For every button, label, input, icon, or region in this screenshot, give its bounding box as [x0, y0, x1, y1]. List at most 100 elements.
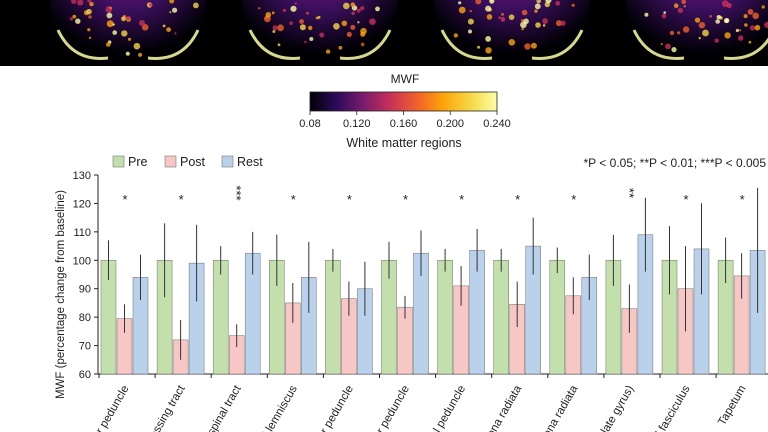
brain-slice-speckle [360, 31, 366, 37]
brain-slice-speckle [87, 0, 92, 3]
brain-slice-speckle [169, 11, 172, 14]
bar-group: ** ngulate gyrus) [590, 188, 654, 432]
brain-slice-speckle [193, 2, 199, 9]
brain-slice-speckle [542, 24, 546, 27]
bar-group: * Tapetum [715, 187, 766, 428]
bar-group: * orona radiata [536, 192, 598, 432]
brain-slice-edge [440, 29, 493, 60]
brain-slice-speckle [271, 11, 275, 15]
brain-slice-speckle [752, 12, 759, 20]
significance-marker: * [683, 192, 688, 207]
brain-slice-speckle [485, 5, 492, 12]
brain-slice-speckle [375, 6, 380, 12]
y-tick-label: 80 [79, 312, 91, 324]
brain-slice-speckle [86, 8, 92, 15]
significance-marker: * [179, 192, 184, 207]
category-label: llar peduncle [313, 384, 356, 432]
category-label: orona radiata [536, 383, 581, 432]
brain-mwf-map-strip [0, 0, 768, 66]
bar-group: * orona radiata [480, 192, 541, 432]
brain-slice-speckle [681, 0, 687, 5]
brain-slice-speckle [542, 18, 548, 24]
significance-marker: * [291, 192, 296, 207]
brain-slice-speckle [89, 1, 94, 7]
brain-slice-speckle [534, 9, 538, 13]
brain-slice-speckle [500, 17, 506, 22]
brain-slice-speckle [121, 30, 128, 37]
brain-slice-speckle [489, 0, 495, 4]
brain-slice-speckle [677, 31, 681, 35]
bar-group: * al fasciculus [651, 192, 710, 432]
colorbar-tick-label: 0.200 [436, 118, 464, 130]
category-label: crossing tract [143, 383, 188, 432]
brain-slice-speckle [715, 19, 720, 24]
legend-item-rest: Rest [221, 155, 263, 169]
brain-slice-speckle [709, 14, 712, 18]
brain-slice-speckle [458, 1, 462, 5]
brain-slice-speckle [106, 42, 111, 47]
category-label: Tapetum [716, 384, 748, 428]
brain-slice-speckle [508, 14, 515, 20]
brain-slice-speckle [121, 16, 126, 22]
brain-slice-speckle [72, 14, 77, 19]
brain-slice-speckle [749, 25, 756, 31]
brain-slice-speckle [485, 47, 492, 54]
brain-slice-speckle [535, 22, 541, 28]
category-label: al fasciculus [651, 383, 693, 432]
brain-slice-speckle [520, 19, 525, 23]
brain-slice [242, 0, 398, 66]
bar-pre [549, 260, 566, 375]
brain-slice-speckle [162, 24, 166, 28]
brain-slice-speckle [138, 52, 143, 57]
brain-slice-speckle [141, 24, 149, 31]
brain-slice-speckle [350, 24, 356, 30]
brain-slice-speckle [467, 18, 474, 25]
brain-slice-edge [56, 29, 109, 60]
bar-group: * al lemniscus [258, 192, 317, 432]
brain-slice-speckle [290, 5, 297, 12]
brain-slice-speckle [555, 20, 562, 27]
significance-marker: ** [622, 188, 637, 198]
brain-slice-speckle [125, 51, 130, 56]
brain-slice-speckle [166, 27, 172, 32]
brain-slice [434, 0, 590, 66]
brain-slice-speckle [469, 9, 472, 13]
significance-marker: * [122, 192, 127, 207]
significance-marker: * [347, 192, 352, 207]
brain-slice-speckle [299, 24, 306, 31]
brain-slice-speckle [682, 26, 690, 33]
brain-slice-speckle [694, 17, 701, 23]
bar-group: * tter peduncle [368, 192, 429, 432]
colorbar-tick-label: 0.240 [483, 118, 511, 130]
brain-slice-edge [339, 29, 392, 60]
significance-marker: *** [229, 185, 244, 200]
brain-slice-speckle [683, 5, 686, 8]
brain-slice-speckle [350, 2, 356, 8]
brain-slice-speckle [272, 30, 276, 33]
colorbar-tick-label: 0.120 [343, 118, 371, 130]
brain-slice-speckle [761, 5, 765, 9]
legend-swatch [164, 155, 177, 168]
brain-slice-edge [531, 29, 584, 60]
brain-slice-speckle [764, 21, 768, 28]
brain-slice-speckle [77, 0, 84, 6]
brain-slice-body [434, 0, 590, 66]
brain-slice-speckle [258, 7, 261, 10]
category-label: orona radiata [480, 383, 525, 432]
legend-item-pre: Pre [112, 155, 148, 169]
brain-slice-speckle [277, 24, 284, 32]
mwf-colorbar: 0.08 0.120 0.160 0.200 0.240 [299, 91, 511, 130]
mwf-bar-chart: 60 70 80 90 100 110 120 130 MWF (percentage chan… [55, 155, 768, 432]
brain-slice-speckle [174, 32, 177, 35]
brain-slice-speckle [536, 0, 541, 4]
brain-slice-edge [723, 37, 768, 60]
brain-slice-speckle [139, 20, 145, 26]
brain-slice-body [626, 0, 768, 66]
brain-slice-speckle [724, 32, 731, 39]
brain-slice-speckle [698, 36, 701, 40]
significance-marker: * [459, 192, 464, 207]
brain-slice-speckle [748, 40, 752, 44]
brain-slice-speckle [109, 6, 112, 10]
brain-slice-speckle [521, 27, 524, 31]
brain-slice-speckle [702, 29, 709, 37]
